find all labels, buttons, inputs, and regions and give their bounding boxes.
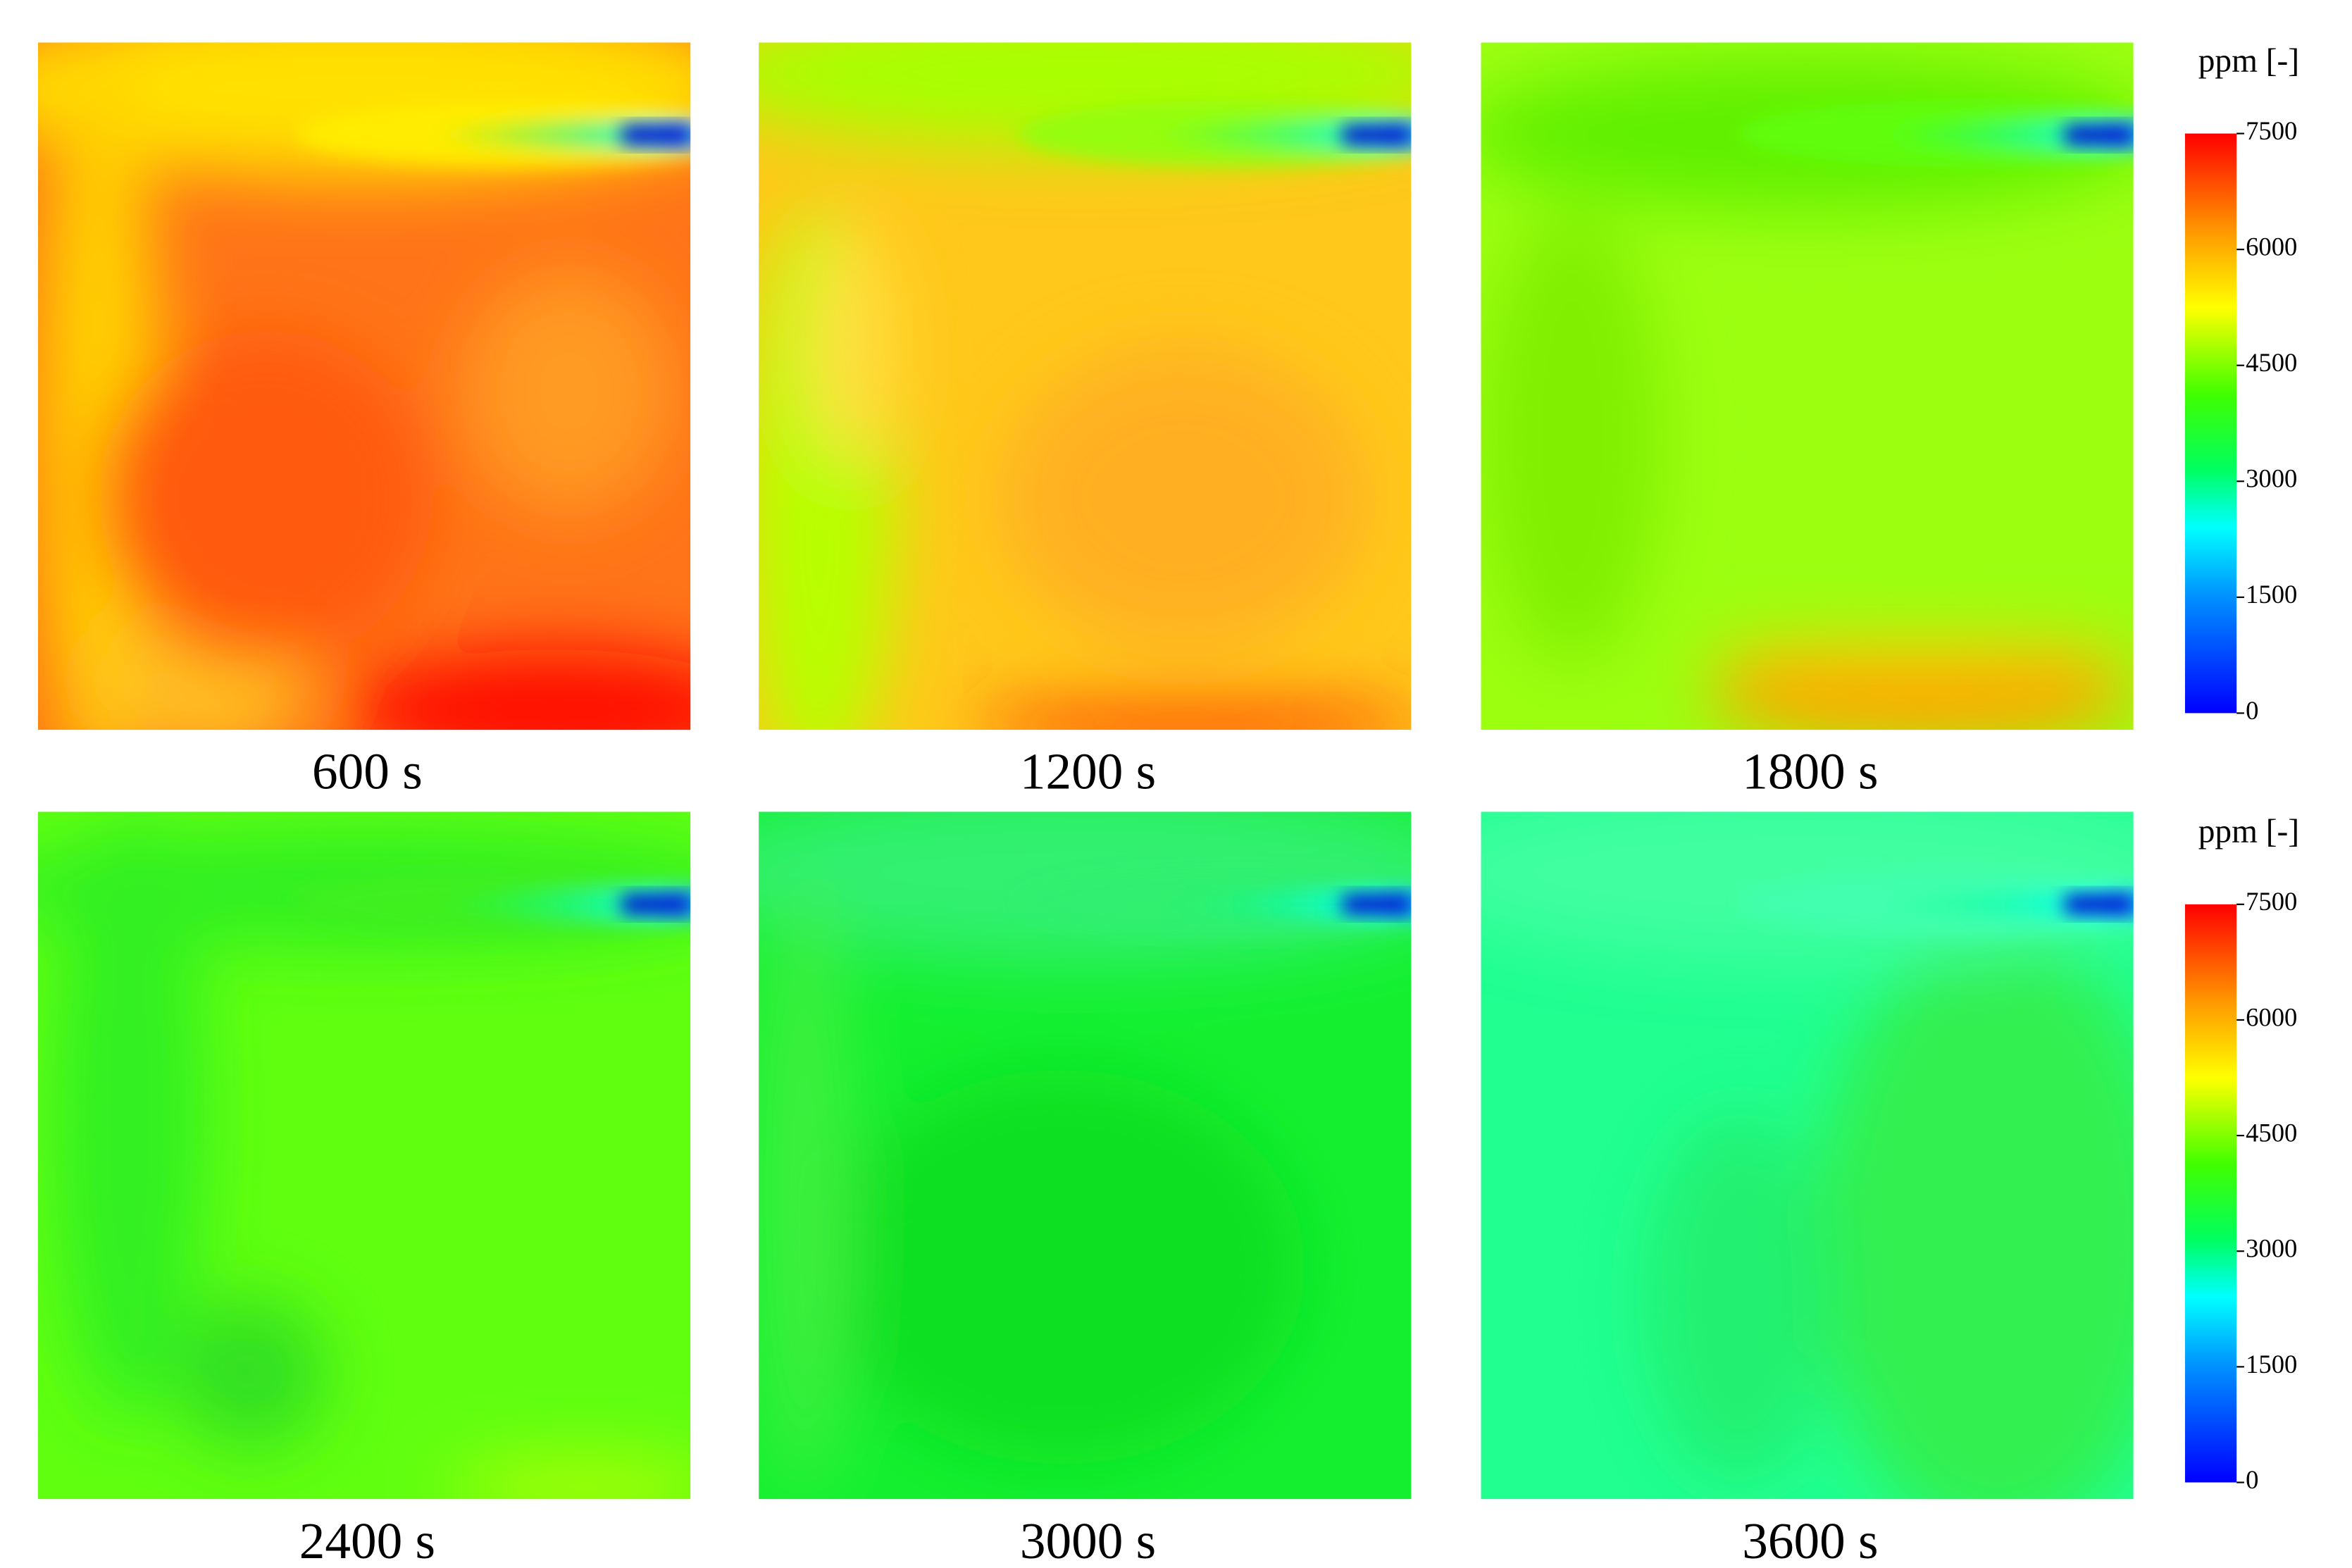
colorbar-gradient — [2184, 904, 2237, 1483]
field-blob — [819, 1069, 1305, 1464]
contour-field — [1481, 811, 2134, 1500]
jet-inlet — [622, 895, 691, 914]
inlet-jet — [296, 869, 691, 937]
field-blob — [341, 649, 691, 730]
field-blob — [1648, 1115, 1830, 1480]
field-blobs — [759, 42, 1412, 730]
colorbar-tick-label: 7500 — [2246, 116, 2297, 145]
contour-field — [37, 42, 691, 730]
panel-label: 1800 s — [1742, 743, 1878, 800]
field-blob — [463, 270, 676, 514]
contour-panel: 1800 s — [1481, 42, 2134, 800]
inlet-jet — [1016, 869, 1412, 937]
colorbar-title: ppm [-] — [2198, 814, 2299, 850]
field-blob — [1481, 811, 2134, 964]
jet-inlet — [2065, 125, 2134, 144]
contour-field — [759, 811, 1412, 1500]
contour-panel: 3000 s — [759, 811, 1412, 1568]
jet-inlet — [622, 125, 691, 144]
contour-panel: 3600 s — [1481, 811, 2134, 1568]
colorbar-tick-label: 6000 — [2246, 1002, 2297, 1031]
jet-inlet — [1343, 125, 1412, 144]
field-blob — [971, 704, 1412, 730]
field-blob — [1481, 209, 1663, 665]
colorbar-tick-label: 0 — [2246, 696, 2258, 725]
jet-inlet — [2065, 895, 2134, 914]
contour-panel: 1200 s — [759, 42, 1412, 800]
colorbar-tick-label: 7500 — [2246, 887, 2297, 916]
jet-inlet — [1343, 895, 1412, 914]
colorbar-tick-label: 4500 — [2246, 1119, 2297, 1147]
colorbar-tick-label: 3000 — [2246, 1234, 2297, 1263]
field-blob — [1708, 642, 2134, 673]
panel-label: 3000 s — [1020, 1512, 1156, 1568]
panel-label: 600 s — [312, 743, 423, 800]
field-blob — [99, 330, 433, 665]
colorbar: ppm [-] 0 1500 3000 4500 6000 7500 — [2184, 814, 2299, 1494]
colorbar-tick-label: 6000 — [2246, 232, 2297, 261]
colorbar-tick-label: 3000 — [2246, 464, 2297, 493]
colorbar-gradient — [2184, 133, 2237, 714]
field-blob — [174, 1297, 327, 1450]
contour-field — [759, 42, 1412, 730]
colorbar-tick-label: 4500 — [2246, 348, 2297, 377]
field-blob — [53, 811, 205, 1419]
field-blob — [1815, 933, 2134, 1500]
field-blob — [1001, 346, 1366, 649]
inlet-jet — [1016, 100, 1412, 167]
colorbar-tick-label: 1500 — [2246, 580, 2297, 609]
contour-panel: 2400 s — [37, 811, 691, 1568]
contour-field — [1481, 42, 2134, 730]
field-blobs — [1481, 57, 2134, 730]
field-blob — [759, 888, 850, 1495]
colorbar-title: ppm [-] — [2198, 42, 2299, 79]
colorbar: ppm [-] 0 1500 3000 4500 6000 7500 — [2184, 42, 2299, 725]
field-blob — [804, 224, 895, 468]
panel-label: 2400 s — [299, 1512, 435, 1568]
colorbar-tick-label: 1500 — [2246, 1350, 2297, 1379]
contour-panel: 600 s — [37, 42, 691, 800]
panel-label: 1200 s — [1020, 743, 1156, 800]
colorbar-tick-label: 0 — [2246, 1465, 2258, 1494]
field-blob — [447, 1464, 691, 1500]
panel-label: 3600 s — [1742, 1512, 1878, 1568]
inlet-jet — [296, 100, 691, 167]
contour-field — [37, 811, 691, 1500]
